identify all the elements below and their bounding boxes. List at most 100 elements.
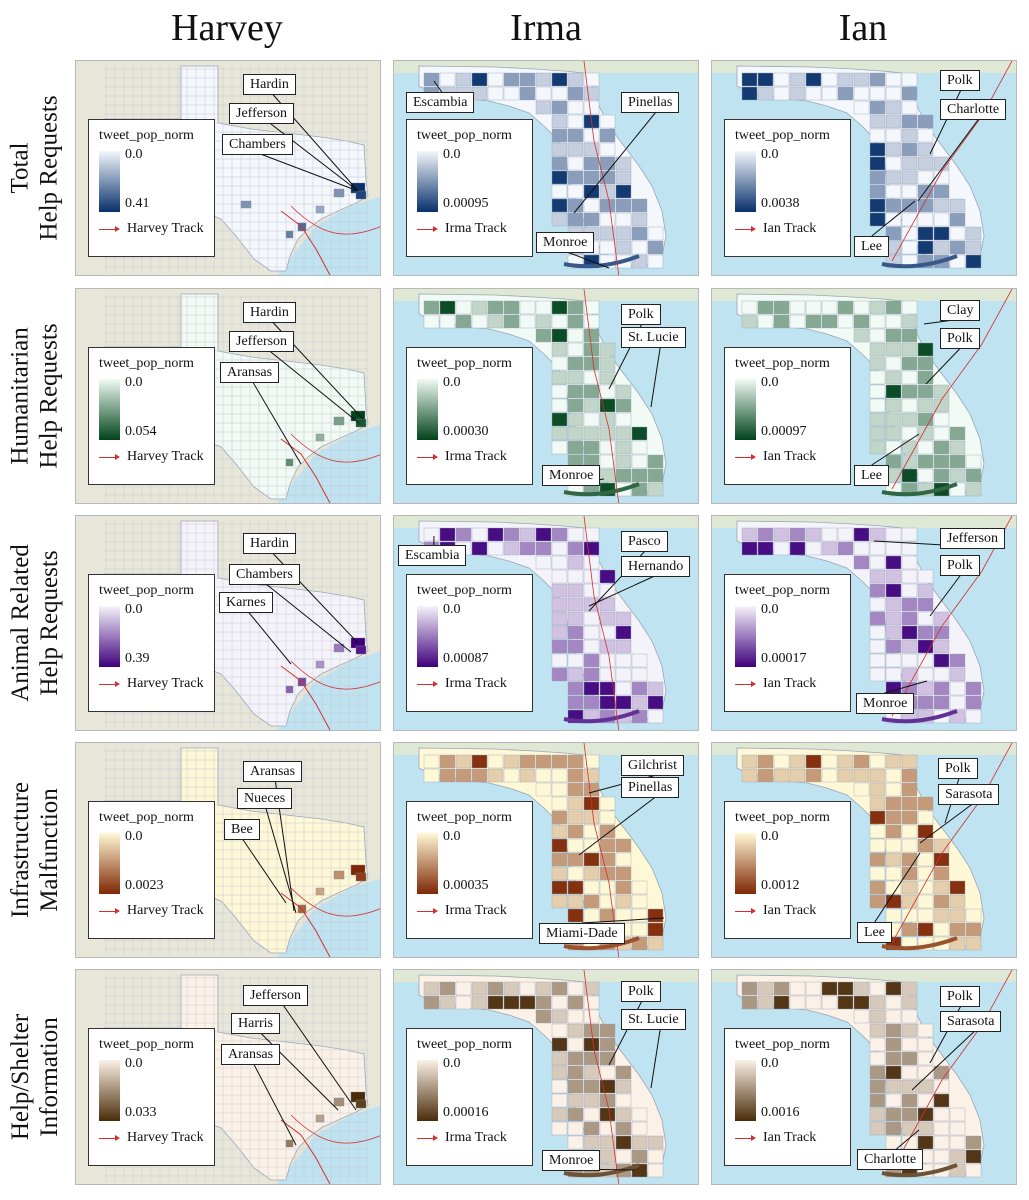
- florida-keys: [881, 709, 958, 724]
- county: [901, 1051, 918, 1066]
- county: [869, 625, 886, 640]
- county: [631, 1107, 648, 1122]
- county: [885, 1079, 902, 1094]
- county: [599, 1149, 616, 1164]
- county: [917, 597, 934, 612]
- county: [455, 754, 472, 769]
- county: [853, 527, 870, 542]
- county: [615, 866, 632, 881]
- county: [567, 541, 584, 556]
- county: [773, 768, 790, 783]
- county: [551, 142, 568, 157]
- county: [789, 754, 806, 769]
- county: [583, 426, 600, 441]
- county: [773, 300, 790, 315]
- county: [885, 796, 902, 811]
- county: [853, 541, 870, 556]
- county: [599, 1135, 616, 1150]
- florida-keys: [563, 482, 640, 497]
- county: [487, 527, 504, 542]
- county: [599, 611, 616, 626]
- county: [551, 1093, 568, 1108]
- county: [917, 908, 934, 923]
- county: [535, 328, 552, 343]
- county-callout: Jefferson: [229, 331, 295, 352]
- county: [789, 314, 806, 329]
- county: [487, 314, 504, 329]
- county: [567, 583, 584, 598]
- map-panel-harvey-row1: tweet_pop_norm 0.0 0.41 Harvey Track Hardin J…: [75, 60, 381, 276]
- row-label-line2: Help Requests: [36, 323, 63, 469]
- county: [567, 1037, 584, 1052]
- county: [455, 527, 472, 542]
- county: [551, 1121, 568, 1136]
- legend-color-ramp: [417, 151, 438, 212]
- county: [615, 611, 632, 626]
- county: [917, 128, 934, 143]
- county: [599, 440, 616, 455]
- county: [583, 653, 600, 668]
- county: [599, 838, 616, 853]
- legend-title: tweet_pop_norm: [417, 1037, 512, 1052]
- county: [567, 796, 584, 811]
- county: [917, 342, 934, 357]
- county: [901, 100, 918, 115]
- county: [853, 995, 870, 1010]
- county: [599, 212, 616, 227]
- county: [885, 866, 902, 881]
- leader-line: [268, 121, 359, 192]
- county: [647, 254, 664, 269]
- county: [551, 1037, 568, 1052]
- map-panel-ian-row4: tweet_pop_norm 0.0 0.0012 Ian Track Polk Sara…: [711, 742, 1017, 958]
- arrow-right-icon: [751, 908, 756, 914]
- county-callout: Monroe: [542, 1150, 601, 1171]
- county: [821, 754, 838, 769]
- county: [869, 768, 886, 783]
- county: [933, 398, 950, 413]
- county-highlight: [285, 1139, 294, 1148]
- county: [503, 72, 520, 87]
- county: [901, 981, 918, 996]
- county-highlight: [315, 1114, 325, 1123]
- county: [885, 328, 902, 343]
- county: [583, 398, 600, 413]
- county: [599, 198, 616, 213]
- county: [615, 212, 632, 227]
- county: [567, 198, 584, 213]
- county-callout: Pinellas: [621, 92, 680, 113]
- county: [933, 866, 950, 881]
- county: [631, 468, 648, 483]
- county: [599, 810, 616, 825]
- county-fill: [741, 527, 982, 724]
- county: [599, 667, 616, 682]
- florida-keys: [881, 936, 958, 951]
- county: [583, 1037, 600, 1052]
- county: [439, 995, 456, 1010]
- county: [901, 370, 918, 385]
- county-callout: Polk: [940, 70, 980, 91]
- county: [519, 754, 536, 769]
- county: [567, 1065, 584, 1080]
- county: [869, 114, 886, 129]
- county: [885, 653, 902, 668]
- hurricane-track-2: [290, 1114, 380, 1144]
- county: [949, 426, 966, 441]
- county: [551, 1023, 568, 1038]
- county: [885, 1009, 902, 1024]
- county: [503, 995, 520, 1010]
- county: [901, 356, 918, 371]
- county: [647, 1163, 664, 1178]
- county: [949, 1121, 966, 1136]
- county: [599, 1093, 616, 1108]
- county: [933, 1065, 950, 1080]
- county: [805, 981, 822, 996]
- county: [773, 72, 790, 87]
- county: [551, 1107, 568, 1122]
- county: [965, 709, 982, 724]
- county: [551, 611, 568, 626]
- county: [885, 555, 902, 570]
- county: [885, 198, 902, 213]
- county: [885, 597, 902, 612]
- county-callout: Nueces: [237, 788, 293, 809]
- county: [583, 908, 600, 923]
